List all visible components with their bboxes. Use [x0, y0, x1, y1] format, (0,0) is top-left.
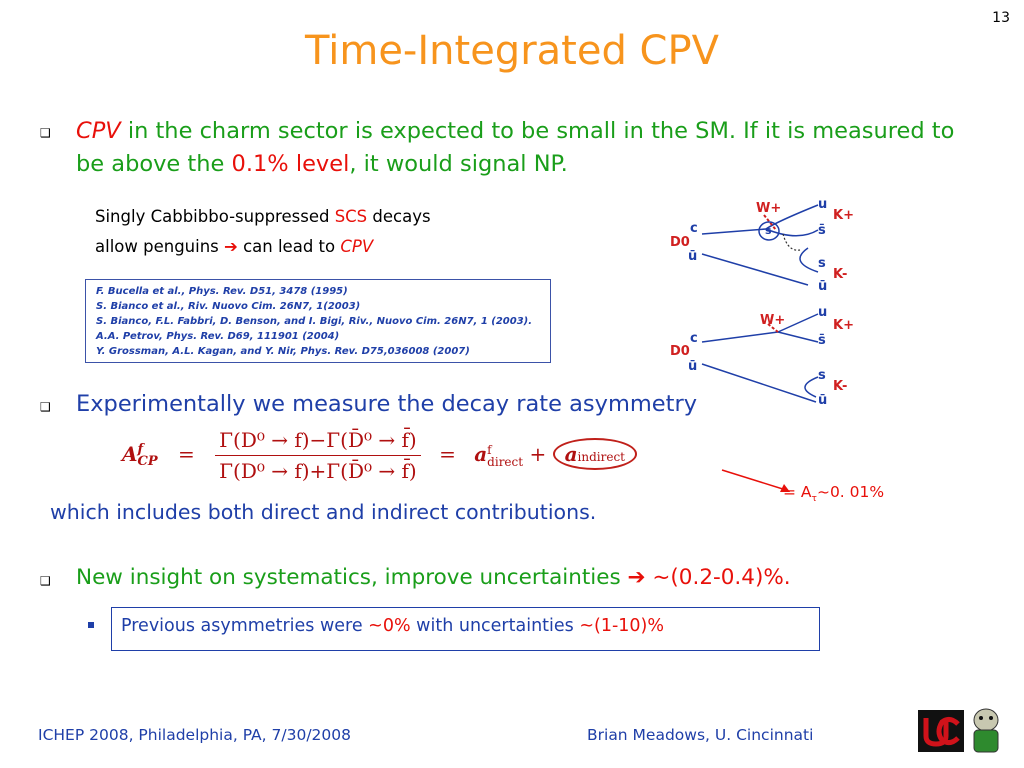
feynman-diagrams: W+ u K+ s s̄ c D0 s K- ū ū W+ u K+ s̄ c …	[670, 197, 854, 408]
quark-label: s	[818, 368, 826, 383]
bullet-marker: ❑	[40, 574, 51, 588]
w-boson-label: W+	[756, 201, 781, 216]
quark-label: c	[690, 331, 698, 346]
references-box: F. Bucella et al., Phys. Rev. D51, 3478 …	[85, 279, 551, 363]
scs-line1-b: decays	[367, 207, 431, 226]
equals-sign: =	[439, 442, 456, 466]
quark-label: ū	[688, 249, 697, 264]
meson-label: D0	[670, 235, 690, 250]
kaon-label: K+	[833, 208, 854, 223]
formula-denominator: Γ(D⁰ → f)+Γ(D̄⁰ → f̄)	[219, 459, 417, 483]
previous-asymmetries-box: Previous asymmetries were ~0% with uncer…	[111, 607, 820, 651]
bullet-1-highlight: 0.1% level	[231, 151, 350, 177]
quark-label: ū	[818, 279, 827, 294]
sub-bullet-marker	[88, 622, 94, 628]
bullet-marker: ❑	[40, 126, 51, 140]
reference-item: S. Bianco et al., Riv. Nuovo Cim. 26N7, …	[96, 301, 361, 312]
penguin-diagram: W+ u K+ s s̄ c D0 s K- ū ū	[670, 197, 854, 294]
quark-label: s̄	[818, 333, 826, 348]
quark-label: u	[818, 305, 827, 320]
bullet-1: CPV in the charm sector is expected to b…	[76, 115, 956, 181]
bullet-1-text-a: in the charm sector is expected to be sm…	[76, 118, 955, 177]
kaon-label: K-	[833, 379, 847, 394]
uc-logo-icon	[918, 710, 964, 752]
includes-text: which includes both direct and indirect …	[50, 500, 597, 524]
bullet-marker: ❑	[40, 400, 51, 414]
bullet-1-text-b: , it would signal NP.	[349, 151, 568, 177]
scs-term: SCS	[334, 207, 368, 226]
quark-label: ū	[688, 359, 697, 374]
quark-label: c	[690, 221, 698, 236]
scs-note: Singly Cabbibbo-suppressed SCS decays al…	[95, 202, 431, 262]
meson-label: D0	[670, 344, 690, 359]
a-direct: a f direct	[474, 442, 524, 469]
bearcat-mascot-icon	[973, 708, 999, 753]
callout-arrow-icon	[721, 469, 790, 492]
formula-fraction: Γ(D⁰ → f)−Γ(D̄⁰ → f̄) Γ(D⁰ → f)+Γ(D̄⁰ → …	[215, 428, 421, 483]
scs-cpv: CPV	[340, 237, 374, 256]
quark-label: ū	[818, 393, 827, 408]
bullet-3: New insight on systematics, improve unce…	[76, 565, 791, 590]
reference-item: Y. Grossman, A.L. Kagan, and Y. Nir, Phy…	[96, 346, 470, 357]
reference-item: A.A. Petrov, Phys. Rev. D69, 111901 (200…	[96, 331, 340, 342]
w-boson-label: W+	[760, 313, 785, 328]
scs-line2-b: can lead to	[237, 237, 341, 256]
slide-title: Time-Integrated CPV	[305, 28, 719, 74]
footer-conference: ICHEP 2008, Philadelphia, PA, 7/30/2008	[38, 726, 351, 744]
slide-number: 13	[992, 10, 1010, 26]
formula-numerator: Γ(D⁰ → f)−Γ(D̄⁰ → f̄)	[215, 428, 421, 456]
footer-author: Brian Meadows, U. Cincinnati	[587, 726, 814, 744]
reference-item: F. Bucella et al., Phys. Rev. D51, 3478 …	[96, 286, 348, 297]
indirect-note: = Aτ~0. 01%	[783, 483, 885, 505]
scs-line2-a: allow penguins	[95, 237, 225, 256]
scs-line1-a: Singly Cabbibbo-suppressed	[95, 207, 335, 226]
arrow-icon: ➔	[627, 565, 646, 590]
kaon-label: K+	[833, 318, 854, 333]
quark-label: s̄	[818, 223, 826, 238]
plus-sign: +	[529, 442, 547, 466]
reference-item: S. Bianco, F.L. Fabbri, D. Benson, and I…	[96, 316, 533, 327]
bullet-2: Experimentally we measure the decay rate…	[76, 391, 698, 417]
equals-sign: =	[178, 442, 195, 466]
quark-label: u	[818, 197, 827, 212]
arrow-icon: ➔	[224, 237, 238, 256]
indirect-highlight: aindirect	[552, 438, 637, 470]
kaon-label: K-	[833, 267, 847, 282]
quark-label: s	[818, 256, 826, 271]
cpv-term: CPV	[76, 118, 121, 144]
tree-diagram: W+ u K+ s̄ c D0 ū s K- ū	[670, 305, 854, 408]
quark-label: s	[765, 224, 772, 237]
